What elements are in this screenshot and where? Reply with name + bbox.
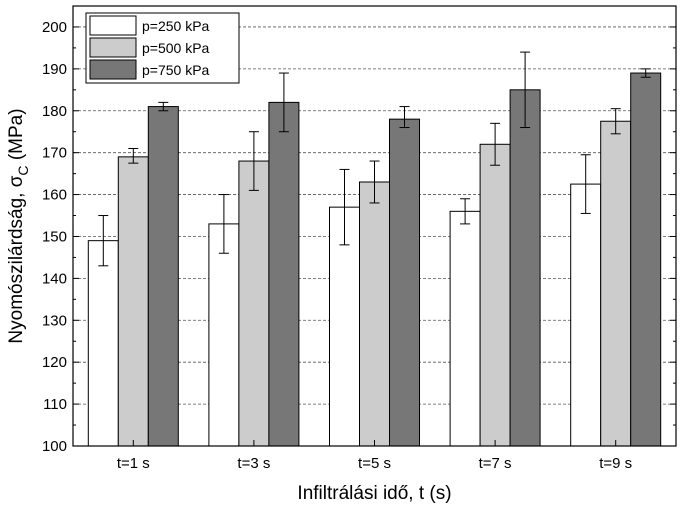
y-axis-title-group: Nyomószilárdság, σC (MPa) (6, 108, 31, 343)
x-axis-title: Infiltrálási idő, t (s) (297, 483, 451, 504)
x-tick-label: t=1 s (117, 455, 150, 472)
y-tick-label: 190 (42, 61, 67, 78)
bar (238, 160, 270, 447)
y-tick-label: 180 (42, 103, 67, 120)
x-tick-label: t=3 s (237, 455, 270, 472)
bar (600, 120, 632, 447)
legend-swatch (89, 15, 137, 36)
error-bars (98, 51, 651, 267)
bar (449, 210, 481, 447)
y-tick-label: 170 (42, 145, 67, 162)
y-tick-label: 130 (42, 312, 67, 329)
legend-swatch (89, 59, 137, 80)
bar (87, 240, 119, 447)
y-axis-title: Nyomószilárdság, σC (MPa) (6, 108, 31, 343)
legend-swatch (89, 37, 137, 58)
bar (268, 101, 300, 447)
y-tick-label: 150 (42, 228, 67, 245)
y-tick-label: 140 (42, 270, 67, 287)
bar (208, 223, 240, 447)
x-tick-label: t=7 s (479, 455, 512, 472)
y-axis-title-subscript: C (15, 165, 31, 175)
x-tick-label: t=9 s (599, 455, 632, 472)
bar (389, 118, 420, 447)
bar (479, 143, 511, 447)
bar (147, 106, 179, 447)
bar (359, 181, 390, 447)
y-tick-label: 110 (43, 396, 67, 413)
bar (509, 89, 541, 447)
bar (117, 156, 149, 447)
y-tick-label: 120 (42, 354, 67, 371)
y-tick-label: 200 (42, 19, 67, 36)
y-tick-label: 100 (42, 438, 67, 455)
legend-label: p=750 kPa (142, 62, 210, 78)
x-tick-label: t=5 s (358, 455, 391, 472)
y-axis-title-unit: (MPa) (6, 108, 27, 165)
y-tick-label: 160 (42, 187, 67, 204)
bars (87, 72, 662, 447)
legend: p=250 kPa p=500 kPa p=750 kPa (85, 12, 240, 84)
legend-label: p=250 kPa (142, 18, 210, 34)
bar (570, 183, 602, 447)
y-axis: 100 110 120 130 140 150 160 170 180 190 200 (42, 19, 676, 455)
bar (630, 72, 662, 447)
y-axis-title-main: Nyomószilárdság, σ (6, 175, 27, 343)
x-axis: t=1 s t=3 s t=5 s t=7 s t=9 s (117, 440, 632, 472)
legend-label: p=500 kPa (142, 40, 210, 56)
